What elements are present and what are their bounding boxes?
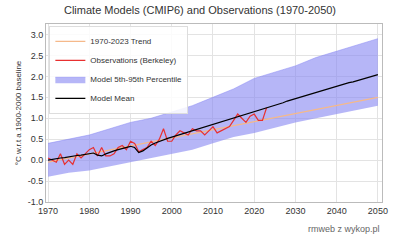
svg-text:2.0: 2.0	[31, 72, 44, 82]
svg-text:Observations (Berkeley): Observations (Berkeley)	[90, 56, 176, 65]
svg-text:2010: 2010	[203, 206, 223, 216]
svg-text:2050: 2050	[368, 206, 388, 216]
svg-text:2000: 2000	[162, 206, 182, 216]
svg-text:2030: 2030	[285, 206, 305, 216]
svg-text:2.5: 2.5	[31, 51, 44, 61]
svg-text:0.0: 0.0	[31, 155, 44, 165]
svg-text:1990: 1990	[121, 206, 141, 216]
svg-text:2040: 2040	[327, 206, 347, 216]
svg-text:3.0: 3.0	[31, 30, 44, 40]
svg-text:2020: 2020	[244, 206, 264, 216]
svg-text:1970: 1970	[38, 206, 58, 216]
svg-text:Model 5th-95th Percentile: Model 5th-95th Percentile	[90, 75, 182, 84]
svg-text:°C w.r.t a 1900-2000 baseline: °C w.r.t a 1900-2000 baseline	[14, 60, 23, 165]
svg-text:0.5: 0.5	[31, 134, 44, 144]
svg-text:-1.0: -1.0	[28, 197, 44, 207]
svg-text:1970-2023 Trend: 1970-2023 Trend	[90, 37, 151, 46]
svg-text:1980: 1980	[79, 206, 99, 216]
svg-text:Climate Models (CMIP6) and Obs: Climate Models (CMIP6) and Observations …	[64, 4, 336, 16]
svg-text:-0.5: -0.5	[28, 176, 44, 186]
svg-text:Model Mean: Model Mean	[90, 94, 134, 103]
svg-text:1.0: 1.0	[31, 113, 44, 123]
svg-text:1.5: 1.5	[31, 92, 44, 102]
svg-text:rmweb z wykop.pl: rmweb z wykop.pl	[308, 224, 380, 234]
